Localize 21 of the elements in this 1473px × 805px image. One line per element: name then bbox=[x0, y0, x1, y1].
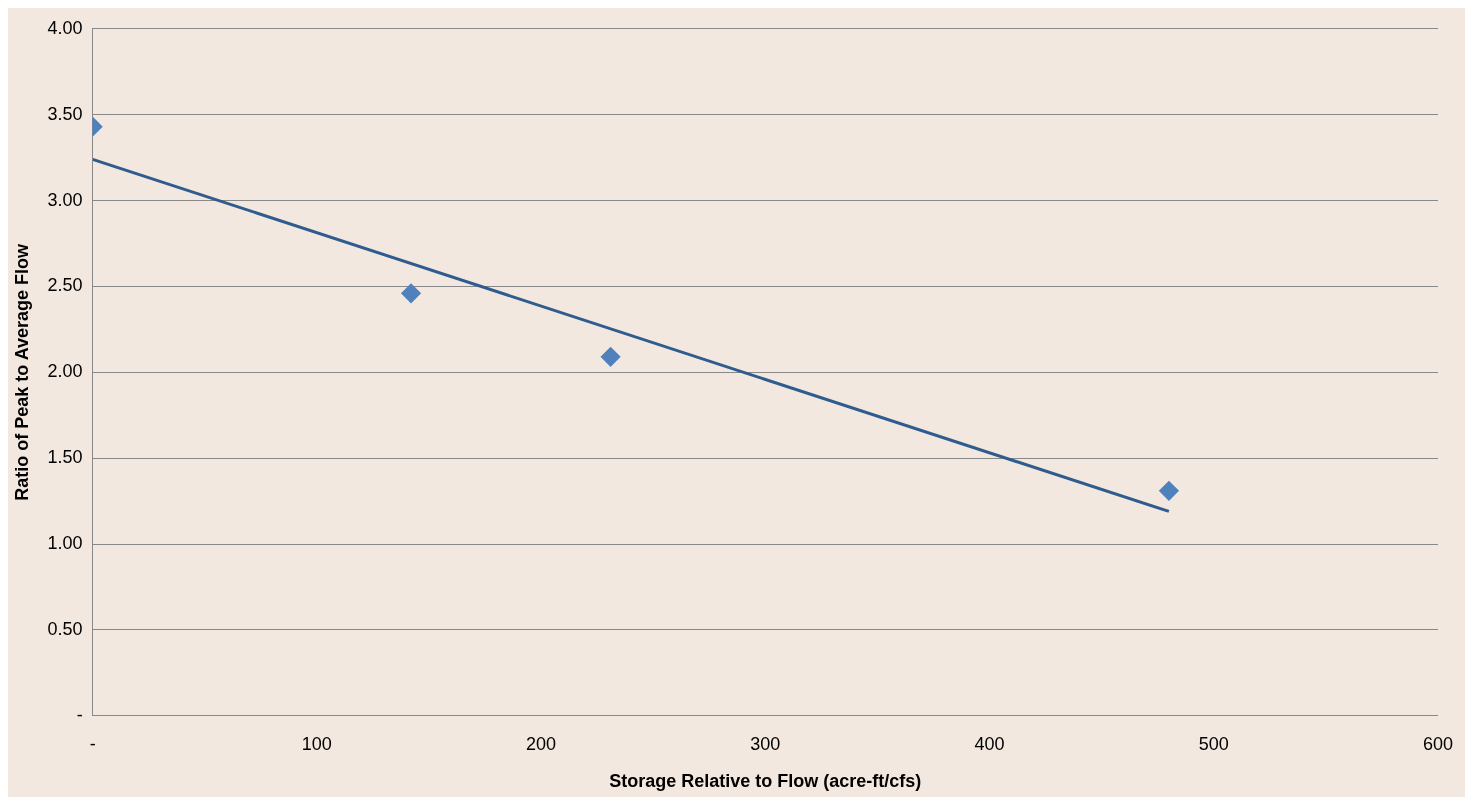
y-tick-label: 1.50 bbox=[47, 447, 83, 468]
y-tick-label: 1.00 bbox=[47, 533, 83, 554]
y-axis-title: Ratio of Peak to Average Flow bbox=[11, 242, 32, 501]
y-tick-label: 0.50 bbox=[47, 618, 83, 639]
point bbox=[601, 347, 621, 367]
y-tick-label: 3.50 bbox=[47, 103, 83, 124]
x-tick-label: 100 bbox=[301, 733, 332, 754]
point bbox=[401, 283, 421, 303]
y-tick-label: - bbox=[76, 704, 83, 725]
y-tick-label: 2.50 bbox=[47, 275, 83, 296]
point bbox=[1159, 481, 1179, 501]
x-tick-label: 500 bbox=[1198, 733, 1229, 754]
x-tick-label: - bbox=[89, 733, 96, 754]
y-tick-label: 4.00 bbox=[47, 17, 83, 38]
x-tick-label: 200 bbox=[526, 733, 557, 754]
x-tick-label: 600 bbox=[1422, 733, 1454, 754]
y-tick-label: 3.00 bbox=[47, 189, 83, 210]
x-tick-label: 400 bbox=[974, 733, 1005, 754]
y-tick-label: 2.00 bbox=[47, 361, 83, 382]
x-tick-label: 300 bbox=[750, 733, 781, 754]
x-axis-title: Storage Relative to Flow (acre-ft/cfs) bbox=[609, 771, 922, 792]
